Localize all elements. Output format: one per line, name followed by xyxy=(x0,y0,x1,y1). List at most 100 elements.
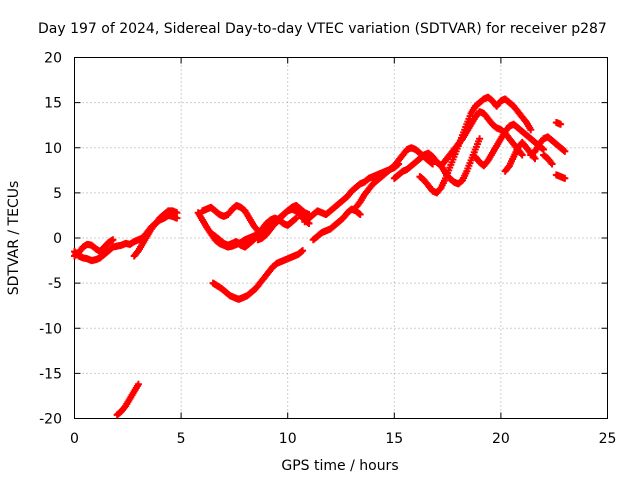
data-point xyxy=(356,211,364,219)
data-point xyxy=(471,102,479,110)
data-point xyxy=(343,192,351,200)
series-pass-h xyxy=(254,202,313,244)
series-pass-e xyxy=(198,202,262,235)
data-point xyxy=(277,257,285,265)
data-point xyxy=(318,229,326,237)
data-point xyxy=(476,99,484,107)
data-point xyxy=(399,167,407,175)
data-point xyxy=(228,239,236,247)
data-point xyxy=(505,122,513,130)
data-point xyxy=(501,95,509,103)
data-point xyxy=(147,225,155,233)
data-point xyxy=(561,174,569,182)
data-point xyxy=(290,252,298,260)
data-point xyxy=(522,118,530,126)
data-point xyxy=(262,230,270,238)
y-tick-label: 0 xyxy=(53,231,62,247)
data-point xyxy=(96,248,104,256)
x-tick-label: 20 xyxy=(492,431,510,447)
data-point xyxy=(239,294,247,302)
chart-title: Day 197 of 2024, Sidereal Day-to-day VTE… xyxy=(38,21,607,37)
data-point xyxy=(471,153,479,161)
data-point xyxy=(412,146,420,154)
data-point xyxy=(173,209,181,217)
data-point xyxy=(284,207,292,215)
data-point xyxy=(284,221,292,229)
data-point xyxy=(493,142,501,150)
data-point xyxy=(535,140,543,148)
data-point xyxy=(331,221,339,229)
grid-lines xyxy=(74,57,608,419)
data-point xyxy=(247,288,255,296)
data-point xyxy=(446,174,454,182)
data-point xyxy=(237,203,245,211)
data-point xyxy=(501,128,509,136)
data-point xyxy=(241,243,249,251)
data-point xyxy=(459,131,467,139)
data-point xyxy=(100,243,108,251)
data-point xyxy=(467,156,475,164)
data-point xyxy=(79,243,87,251)
y-tick-label: 10 xyxy=(44,141,62,157)
y-tick-label: -10 xyxy=(39,321,62,337)
data-point xyxy=(510,120,518,128)
data-point xyxy=(130,252,138,260)
data-point xyxy=(557,144,565,152)
data-point xyxy=(134,380,142,388)
data-point xyxy=(518,151,526,159)
data-point xyxy=(152,220,160,228)
data-point xyxy=(531,147,539,155)
data-point xyxy=(260,274,268,282)
data-point xyxy=(454,142,462,150)
data-point xyxy=(522,131,530,139)
data-point xyxy=(207,229,215,237)
data-point xyxy=(305,214,313,222)
data-point xyxy=(301,218,309,226)
series-pass-r xyxy=(540,151,556,168)
y-tick-labels: -20 -15 -10 -5 0 5 10 15 20 xyxy=(39,51,62,428)
x-tick-label: 25 xyxy=(599,431,617,447)
data-point xyxy=(505,135,513,143)
data-point xyxy=(433,158,441,166)
data-point xyxy=(250,221,258,229)
data-point xyxy=(390,162,398,170)
data-point xyxy=(117,241,125,249)
data-point xyxy=(314,232,322,240)
data-point xyxy=(88,241,96,249)
data-point xyxy=(134,247,142,255)
series-pass-q xyxy=(527,133,569,159)
series-pass-o xyxy=(471,120,548,170)
data-point xyxy=(403,165,411,173)
data-point xyxy=(322,227,330,235)
data-point xyxy=(463,167,471,175)
data-point xyxy=(279,211,287,219)
data-point xyxy=(544,133,552,141)
data-point xyxy=(282,256,290,264)
data-point xyxy=(484,93,492,101)
x-tick-labels: 0 5 10 15 20 25 xyxy=(70,431,616,447)
data-point xyxy=(544,155,552,163)
data-point xyxy=(518,128,526,136)
data-point xyxy=(429,187,437,195)
data-point xyxy=(203,223,211,231)
data-point xyxy=(352,203,360,211)
data-point xyxy=(514,124,522,132)
data-point xyxy=(557,173,565,181)
data-point xyxy=(83,255,91,263)
data-point xyxy=(540,135,548,143)
data-point xyxy=(429,153,437,161)
data-point xyxy=(267,225,275,233)
data-point xyxy=(531,155,539,163)
data-point xyxy=(348,187,356,195)
data-point xyxy=(450,153,458,161)
data-point xyxy=(552,118,560,126)
data-point xyxy=(258,234,266,242)
data-point xyxy=(126,240,134,248)
data-point xyxy=(245,214,253,222)
data-point xyxy=(348,205,356,213)
x-tick-label: 0 xyxy=(70,431,79,447)
data-series xyxy=(71,93,569,419)
data-point xyxy=(514,144,522,152)
data-point xyxy=(209,279,217,287)
x-tick-label: 5 xyxy=(177,431,186,447)
